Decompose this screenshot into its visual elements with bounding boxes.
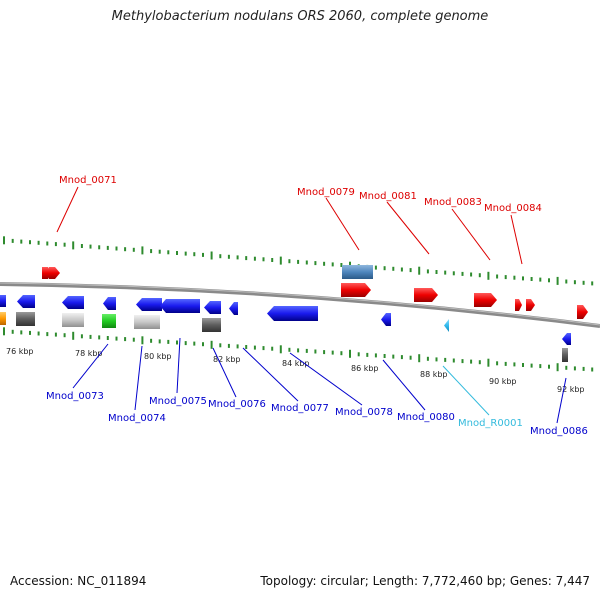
genome-title: Methylobacterium nodulans ORS 2060, comp… (111, 9, 489, 24)
leader-line (510, 214, 523, 265)
leader-line (72, 343, 109, 389)
kbp-label: 76 kbp (6, 347, 34, 356)
kbp-label: 90 kbp (489, 377, 517, 386)
feature-block-gray[interactable] (202, 318, 221, 332)
accession-text: Accession: NC_011894 (10, 574, 147, 588)
gene-arrow-plus[interactable] (577, 305, 588, 319)
kbp-label: 88 kbp (420, 370, 448, 379)
kbp-label: 92 kbp (557, 385, 585, 394)
kbp-label: 80 kbp (144, 352, 172, 361)
kbp-label: 84 kbp (282, 359, 310, 368)
gene-arrow-plus[interactable] (474, 293, 497, 307)
genome-backbone (0, 282, 600, 328)
gene-label[interactable]: Mnod_R0001 (458, 418, 523, 429)
gene-label[interactable]: Mnod_0075 (149, 396, 207, 407)
gene-arrow-minus[interactable] (62, 296, 84, 309)
gene-label[interactable]: Mnod_0080 (397, 412, 455, 423)
gene-arrow-plus[interactable] (49, 267, 60, 279)
gene-arrow-minus[interactable] (160, 299, 200, 313)
leader-line (556, 377, 567, 424)
gene-label[interactable]: Mnod_0079 (297, 187, 355, 198)
gene-label[interactable]: Mnod_0078 (335, 407, 393, 418)
lower-tick-track (3, 327, 594, 372)
gene-label[interactable]: Mnod_0076 (208, 399, 266, 410)
gene-arrow-minus[interactable] (562, 333, 571, 345)
gene-arrow-minus[interactable] (136, 298, 162, 311)
gene-arrow-minus[interactable] (381, 313, 391, 326)
upper-tick-track (3, 236, 594, 286)
kbp-label: 78 kbp (75, 349, 103, 358)
gene-arrow-plus[interactable] (526, 299, 535, 311)
feature-block-light[interactable] (134, 315, 160, 329)
leader-line (325, 197, 360, 251)
gene-arrow-plus[interactable] (341, 283, 371, 297)
leader-line (289, 352, 363, 406)
leader-line (134, 345, 143, 411)
gene-arrow-plus[interactable] (515, 299, 522, 311)
kbp-label: 82 kbp (213, 355, 241, 364)
gene-label[interactable]: Mnod_0086 (530, 426, 588, 437)
gene-label[interactable]: Mnod_0081 (359, 191, 417, 202)
genome-backbone-highlight (0, 282, 600, 326)
feature-block-gray[interactable] (16, 312, 35, 326)
leader-line (386, 201, 430, 255)
gene-arrow-minus[interactable] (229, 302, 238, 315)
gene-arrow-minus[interactable] (103, 297, 116, 310)
leader-line (242, 347, 299, 402)
feature-block-gray[interactable] (562, 348, 568, 362)
feature-block-orange[interactable] (0, 312, 6, 325)
feature-block-green[interactable] (102, 314, 116, 328)
gene-label[interactable]: Mnod_0077 (271, 403, 329, 414)
gene-label[interactable]: Mnod_0083 (424, 197, 482, 208)
gene-arrow-plus[interactable] (414, 288, 438, 302)
gene-label[interactable]: Mnod_0073 (46, 391, 104, 402)
feature-block-light[interactable] (62, 313, 84, 327)
gene-arrow-minus[interactable] (17, 295, 35, 308)
rna-feature-arrow[interactable] (444, 319, 449, 332)
gene-arrow-minus[interactable] (267, 306, 318, 321)
leader-line-rna (442, 365, 490, 416)
gene-label[interactable]: Mnod_0071 (59, 175, 117, 186)
gene-label[interactable]: Mnod_0084 (484, 203, 542, 214)
gene-label[interactable]: Mnod_0074 (108, 413, 166, 424)
gene-arrow-minus[interactable] (0, 295, 6, 307)
leader-line (451, 208, 491, 261)
kbp-label: 86 kbp (351, 364, 379, 373)
leader-line (212, 347, 237, 398)
gene-arrow-minus[interactable] (204, 301, 221, 314)
genome-stats-text: Topology: circular; Length: 7,772,460 bp… (260, 574, 590, 588)
leader-line (382, 359, 426, 411)
leader-line (176, 337, 181, 394)
feature-block-steel[interactable] (342, 265, 373, 279)
leader-line (56, 186, 79, 233)
